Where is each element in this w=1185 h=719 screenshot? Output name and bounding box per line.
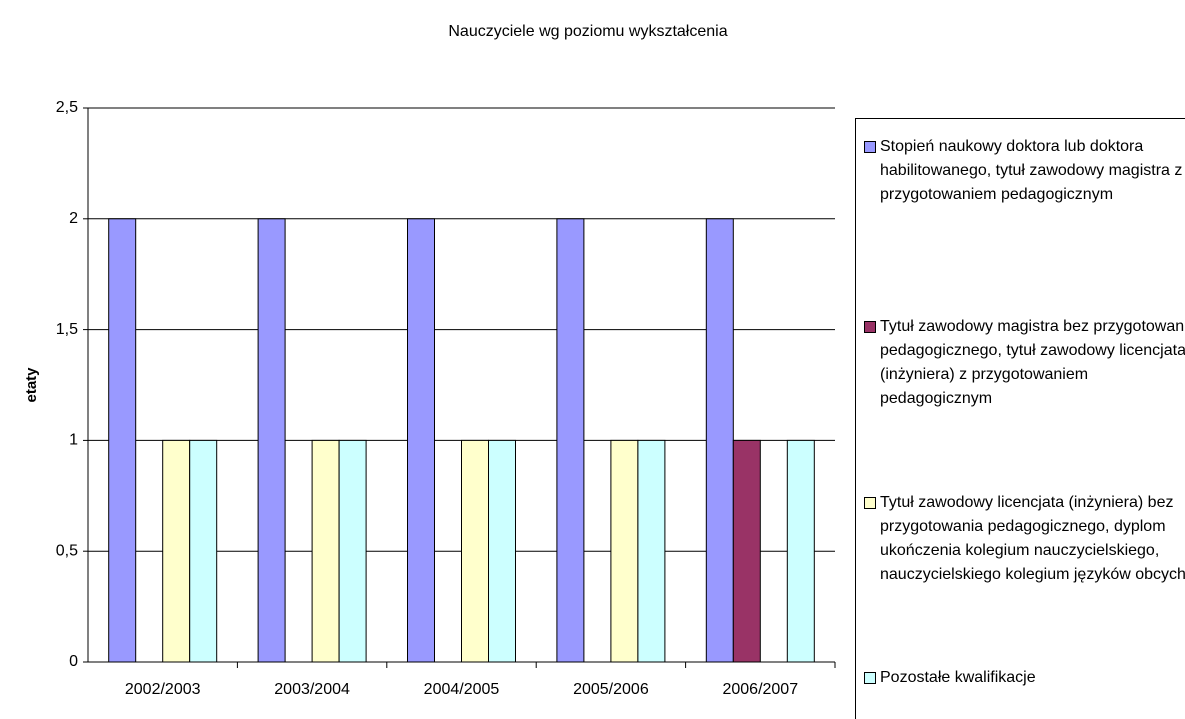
legend-entry: Tytuł zawodowy licencjata (inżyniera) be… <box>864 491 1185 587</box>
legend-swatch <box>864 672 876 684</box>
y-tick-label: 1 <box>69 432 78 449</box>
bar <box>257 218 286 663</box>
legend-label: Tytuł zawodowy magistra bez przygotowani… <box>880 318 1185 407</box>
bar <box>705 218 734 663</box>
legend-entry: Pozostałe kwalifikacje <box>864 666 1185 690</box>
legend-label: Stopień naukowy doktora lub doktora habi… <box>880 138 1183 203</box>
legend-swatch <box>864 141 876 153</box>
bar <box>338 439 367 663</box>
y-tick-label: 0 <box>69 653 78 670</box>
bar <box>732 439 761 663</box>
y-tick-label: 0,5 <box>56 542 78 559</box>
bar <box>786 439 815 663</box>
legend-label: Pozostałe kwalifikacje <box>880 669 1036 686</box>
legend-entry: Tytuł zawodowy magistra bez przygotowani… <box>864 315 1185 411</box>
legend-label: Tytuł zawodowy licencjata (inżyniera) be… <box>880 494 1185 583</box>
bar <box>311 439 340 663</box>
y-tick-label: 1,5 <box>56 321 78 338</box>
bar <box>556 218 585 663</box>
bar <box>189 439 218 663</box>
bar <box>162 439 191 663</box>
y-tick-label: 2,5 <box>56 99 78 116</box>
legend-swatch <box>864 321 876 333</box>
legend-entry: Stopień naukowy doktora lub doktora habi… <box>864 135 1185 207</box>
bar <box>108 218 137 663</box>
legend-swatch <box>864 497 876 509</box>
bar <box>488 439 516 663</box>
y-axis-title: etaty <box>23 367 40 403</box>
legend: Stopień naukowy doktora lub doktora habi… <box>855 118 1185 719</box>
bar <box>407 218 435 663</box>
bar <box>610 439 639 663</box>
bar <box>461 439 489 663</box>
x-tick-label: 2002/2003 <box>125 681 201 698</box>
x-tick-label: 2006/2007 <box>722 681 798 698</box>
chart-title: Nauczyciele wg poziomu wykształcenia <box>448 23 727 40</box>
x-tick-label: 2004/2005 <box>424 681 500 698</box>
bar <box>637 439 666 663</box>
x-tick-label: 2005/2006 <box>573 681 649 698</box>
x-tick-label: 2003/2004 <box>274 681 350 698</box>
y-tick-label: 2 <box>69 210 78 227</box>
